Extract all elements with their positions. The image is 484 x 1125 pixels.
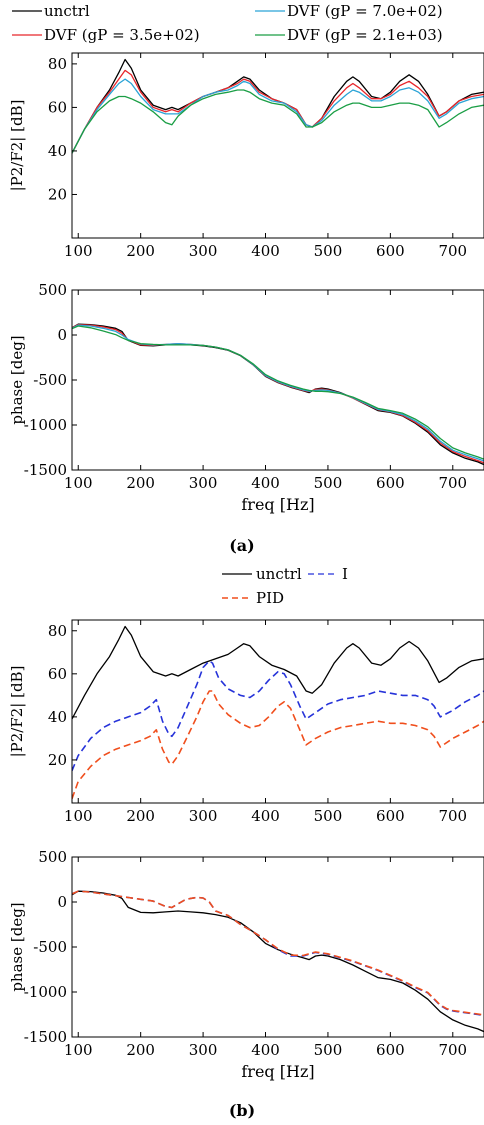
series-line-dvf-gp-7-0e-02-: [72, 324, 484, 462]
y-tick-label: 80: [48, 622, 67, 640]
series-line-pid: [72, 890, 484, 1016]
y-tick-label: -1000: [24, 416, 67, 434]
axes-frame: [71, 856, 484, 1038]
axes-frame: [71, 619, 484, 804]
series-line-dvf-gp-3-5e-02-: [72, 323, 484, 464]
series-line-unctrl: [72, 890, 484, 1033]
magnitude-axes-a: 100 200 300 400 500 600 700 20 40 60 80 |P2/F2| [dB…: [8, 52, 484, 260]
x-tick-label: 500: [314, 1041, 343, 1059]
y-tick-label: -1000: [24, 983, 67, 1001]
y-tick-label: 60: [48, 98, 67, 116]
y-axis-label: phase [deg]: [8, 335, 26, 424]
y-tick-label: 0: [57, 893, 67, 911]
magnitude-axes-b: 100 200 300 400 500 600 700 20 40 60 80 |P2/F2| [dB…: [8, 619, 484, 825]
legend-a-label-dvf-700: DVF (gP = 7.0e+02): [287, 2, 443, 20]
x-tick-label: 700: [438, 242, 467, 260]
series-line-dvf-gp-3-5e-02-: [72, 69, 484, 154]
series-line-pid: [72, 690, 484, 799]
x-tick-label: 100: [64, 1041, 93, 1059]
x-tick-label: 700: [438, 474, 467, 492]
x-tick-label: 300: [189, 242, 218, 260]
axes-frame: [71, 52, 484, 239]
x-tick-label: 200: [126, 1041, 155, 1059]
x-tick-label: 100: [64, 242, 93, 260]
series-line-unctrl: [72, 323, 484, 466]
x-tick-label: 600: [376, 1041, 405, 1059]
y-tick-label: 40: [48, 142, 67, 160]
x-tick-label: 200: [126, 474, 155, 492]
panel-b-label: (b): [229, 1101, 255, 1120]
series-line-i: [72, 660, 484, 772]
y-tick-label: 500: [38, 848, 67, 866]
x-tick-label: 400: [251, 242, 280, 260]
legend-b: unctrl I PID: [222, 565, 348, 607]
series-group: [72, 625, 484, 799]
y-tick-label: 500: [38, 281, 67, 299]
series-line-dvf-gp-7-0e-02-: [72, 78, 484, 154]
x-tick-label: 400: [251, 1041, 280, 1059]
x-tick-label: 400: [251, 807, 280, 825]
phase-axes-b: 100 200 300 400 500 600 700 -1500 -1000 -500 0 500 p…: [8, 848, 484, 1081]
y-tick-label: 20: [48, 185, 67, 203]
y-tick-label: 60: [48, 665, 67, 683]
x-tick-label: 200: [126, 242, 155, 260]
legend-a: unctrl DVF (gP = 3.5e+02) DVF (gP = 7.0e…: [12, 2, 443, 44]
series-group: [72, 323, 484, 466]
x-tick-label: 700: [438, 1041, 467, 1059]
x-tick-label: 500: [314, 474, 343, 492]
x-tick-label: 500: [314, 242, 343, 260]
y-axis-label: |P2/F2| [dB]: [8, 666, 26, 758]
y-tick-label: 40: [48, 708, 67, 726]
legend-a-label-unctrl: unctrl: [44, 2, 90, 20]
y-tick-label: 0: [57, 326, 67, 344]
x-axis-label: freq [Hz]: [241, 1062, 314, 1081]
axes-frame: [71, 289, 484, 471]
panel-a-label: (a): [229, 536, 255, 555]
y-tick-label: -500: [33, 938, 67, 956]
x-tick-label: 700: [438, 807, 467, 825]
series-group: [72, 890, 484, 1033]
y-tick-label: 20: [48, 751, 67, 769]
x-tick-label: 400: [251, 474, 280, 492]
x-tick-label: 500: [314, 807, 343, 825]
y-tick-label: -1500: [24, 1028, 67, 1046]
phase-axes-a: 100 200 300 400 500 600 700 -1500 -1000 -500 0 500 p…: [8, 281, 484, 514]
series-line-dvf-gp-2-1e-03-: [72, 89, 484, 154]
series-group: [72, 58, 484, 154]
x-tick-label: 200: [126, 807, 155, 825]
legend-a-label-dvf-2100: DVF (gP = 2.1e+03): [287, 26, 443, 44]
legend-b-label-pid: PID: [256, 589, 284, 607]
y-tick-label: -1500: [24, 461, 67, 479]
x-tick-label: 300: [189, 807, 218, 825]
legend-b-label-unctrl: unctrl: [256, 565, 302, 583]
x-tick-label: 600: [376, 242, 405, 260]
y-axis-label: |P2/F2| [dB]: [8, 100, 26, 192]
y-axis-label: phase [deg]: [8, 902, 26, 991]
x-tick-label: 300: [189, 1041, 218, 1059]
x-tick-label: 100: [64, 474, 93, 492]
legend-a-label-dvf-350: DVF (gP = 3.5e+02): [44, 26, 200, 44]
x-tick-label: 100: [64, 807, 93, 825]
series-line-unctrl: [72, 625, 484, 720]
x-tick-label: 600: [376, 807, 405, 825]
legend-b-label-i: I: [342, 565, 348, 583]
y-tick-label: -500: [33, 371, 67, 389]
x-tick-label: 300: [189, 474, 218, 492]
x-tick-label: 600: [376, 474, 405, 492]
series-line-dvf-gp-2-1e-03-: [72, 325, 484, 460]
x-axis-label: freq [Hz]: [241, 495, 314, 514]
y-tick-label: 80: [48, 55, 67, 73]
